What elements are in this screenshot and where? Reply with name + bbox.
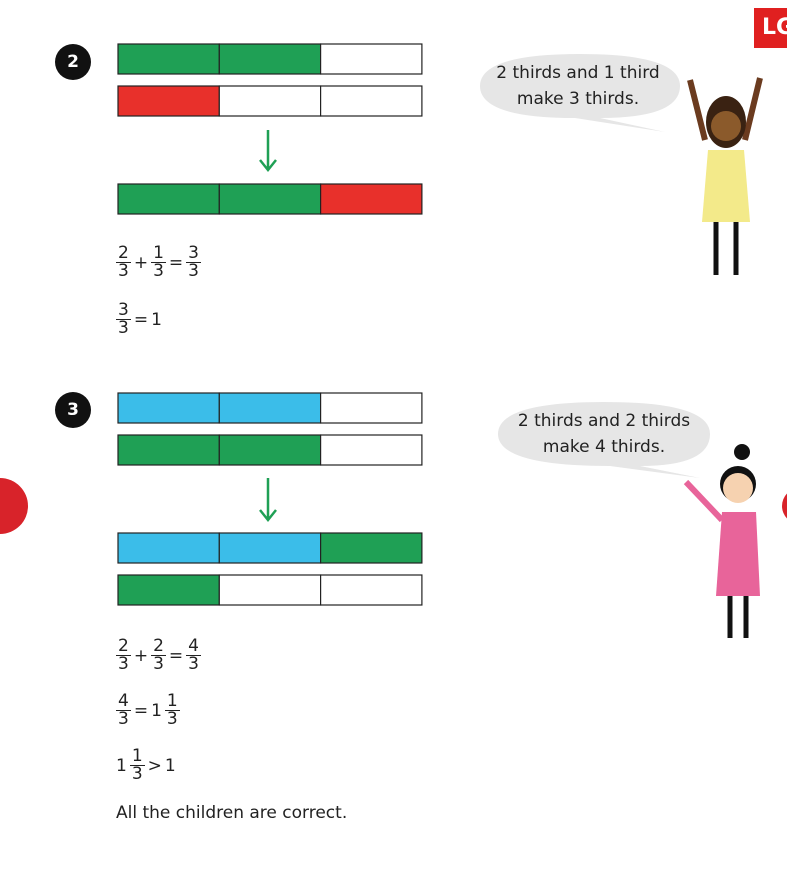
symbol: = bbox=[168, 645, 184, 666]
nav[interactable] bbox=[0, 478, 787, 534]
bar-part bbox=[320, 392, 423, 424]
bar-part bbox=[117, 43, 220, 75]
numerator: 3 bbox=[116, 300, 131, 320]
bar-part bbox=[218, 434, 322, 466]
equation: 1 1 3 >1 bbox=[116, 748, 176, 783]
numerator: 1 bbox=[164, 691, 180, 711]
bar-part bbox=[117, 392, 220, 424]
bar-part bbox=[117, 532, 220, 564]
denominator: 3 bbox=[118, 261, 129, 281]
denominator: 3 bbox=[118, 318, 129, 338]
numerator: 1 bbox=[151, 243, 166, 263]
numerator: 2 bbox=[116, 636, 131, 656]
numerator: 2 bbox=[116, 243, 131, 263]
equation: 2 3 +1 3 = 3 3 bbox=[116, 245, 201, 280]
girl-one bbox=[687, 77, 763, 275]
bar-part bbox=[218, 183, 322, 215]
bar-part bbox=[320, 85, 423, 117]
bar-part bbox=[117, 434, 220, 466]
bar-part bbox=[117, 574, 220, 606]
symbol: = bbox=[133, 700, 149, 721]
denominator: 3 bbox=[118, 709, 129, 729]
bar-part bbox=[320, 574, 423, 606]
logo: LG bbox=[754, 8, 787, 48]
numerator: 4 bbox=[186, 636, 201, 656]
bar-part bbox=[218, 43, 322, 75]
symbol: + bbox=[133, 645, 149, 666]
bar-part bbox=[320, 43, 423, 75]
arrows bbox=[259, 130, 277, 523]
denominator: 3 bbox=[131, 764, 143, 784]
equation: 4 3 = 1 1 3 bbox=[116, 693, 180, 728]
denominator: 3 bbox=[188, 261, 199, 281]
conclusion: All the children are correct. bbox=[116, 803, 348, 823]
symbol: = bbox=[168, 252, 184, 273]
speech-line: 2 thirds and 1 third bbox=[496, 63, 660, 83]
speech-line: make 4 thirds. bbox=[542, 437, 666, 457]
symbol: 1 bbox=[116, 755, 127, 776]
symbol: = bbox=[133, 309, 149, 330]
equation: 2 3 +2 3 = 4 3 bbox=[116, 638, 201, 673]
denominator: 3 bbox=[188, 654, 199, 674]
numerator: 3 bbox=[186, 243, 201, 263]
numerator: 2 bbox=[151, 636, 166, 656]
symbol: + bbox=[133, 252, 149, 273]
speech-bubbles bbox=[480, 54, 710, 478]
bar-part bbox=[218, 532, 322, 564]
denominator: 3 bbox=[153, 261, 164, 281]
girl-two bbox=[683, 444, 760, 638]
bar-part bbox=[320, 532, 423, 564]
speech-line: 2 thirds and 2 thirds bbox=[517, 411, 691, 431]
step-number: 2 bbox=[55, 44, 91, 80]
symbol: 1 bbox=[151, 700, 162, 721]
prev-button[interactable] bbox=[0, 478, 28, 534]
speech-text: 2 thirds and 2 thirds make 4 thirds. bbox=[494, 408, 714, 460]
next-button[interactable] bbox=[782, 488, 787, 524]
bar-part bbox=[117, 85, 220, 117]
symbol: > bbox=[147, 755, 162, 776]
speech-text: 2 thirds and 1 third make 3 thirds. bbox=[468, 60, 688, 112]
denominator: 3 bbox=[153, 654, 164, 674]
bar-part bbox=[218, 574, 322, 606]
denominator: 3 bbox=[166, 709, 178, 729]
equation: 3 3 = 1 bbox=[116, 302, 162, 337]
bar-part bbox=[117, 183, 220, 215]
symbol: 1 bbox=[164, 755, 176, 776]
bar-part bbox=[320, 183, 423, 215]
speech-line: make 3 thirds. bbox=[516, 89, 640, 109]
numerator: 1 bbox=[129, 746, 145, 766]
numerator: 4 bbox=[116, 691, 131, 711]
denominator: 3 bbox=[118, 654, 129, 674]
symbol: 1 bbox=[151, 309, 162, 330]
bar-part bbox=[218, 85, 322, 117]
step-number: 3 bbox=[55, 392, 91, 428]
bar-part bbox=[320, 434, 423, 466]
bar-part bbox=[218, 392, 322, 424]
